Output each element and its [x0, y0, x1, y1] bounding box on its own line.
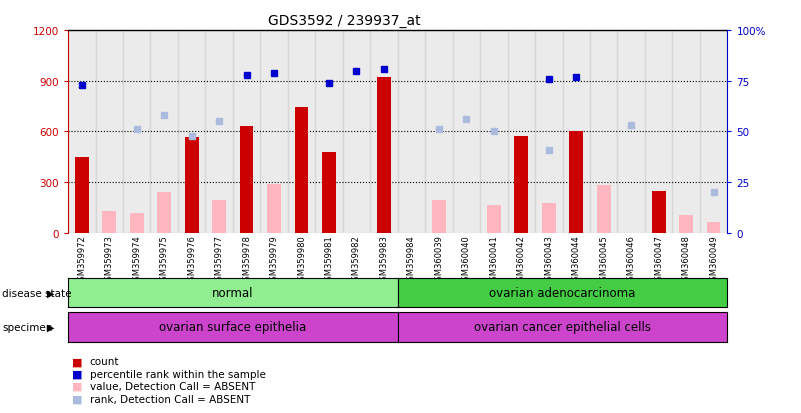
Bar: [212, 200, 226, 233]
Bar: [377, 78, 391, 233]
Bar: [322, 152, 336, 233]
Text: ■: ■: [72, 356, 83, 366]
Bar: [535, 31, 562, 233]
Bar: [514, 136, 528, 233]
Bar: [652, 191, 666, 233]
Text: specimen: specimen: [2, 322, 53, 332]
Bar: [95, 31, 123, 233]
Bar: [178, 31, 205, 233]
Bar: [157, 193, 171, 233]
Text: GDS3592 / 239937_at: GDS3592 / 239937_at: [268, 14, 421, 28]
Bar: [130, 213, 143, 233]
Bar: [68, 31, 95, 233]
Text: ■: ■: [72, 381, 83, 391]
Bar: [268, 185, 281, 233]
Bar: [597, 185, 610, 233]
Bar: [343, 31, 370, 233]
Bar: [508, 31, 535, 233]
Bar: [370, 31, 397, 233]
Bar: [239, 127, 253, 233]
Text: ■: ■: [72, 369, 83, 379]
Bar: [590, 31, 618, 233]
Bar: [316, 31, 343, 233]
Bar: [295, 108, 308, 233]
Bar: [397, 31, 425, 233]
Bar: [288, 31, 316, 233]
Bar: [233, 31, 260, 233]
Bar: [103, 211, 116, 233]
Bar: [570, 132, 583, 233]
Bar: [75, 157, 89, 233]
Bar: [542, 204, 556, 233]
Text: ▶: ▶: [46, 322, 54, 332]
Text: ovarian cancer epithelial cells: ovarian cancer epithelial cells: [474, 320, 651, 334]
Text: ■: ■: [72, 394, 83, 404]
Bar: [432, 200, 446, 233]
Bar: [185, 138, 199, 233]
Bar: [151, 31, 178, 233]
Bar: [618, 31, 645, 233]
Text: ovarian surface epithelia: ovarian surface epithelia: [159, 320, 307, 334]
Bar: [480, 31, 508, 233]
Text: percentile rank within the sample: percentile rank within the sample: [90, 369, 266, 379]
Text: ovarian adenocarcinoma: ovarian adenocarcinoma: [489, 286, 636, 299]
Text: count: count: [90, 356, 119, 366]
Bar: [679, 216, 693, 233]
Bar: [645, 31, 672, 233]
Bar: [453, 31, 480, 233]
Bar: [260, 31, 288, 233]
Bar: [672, 31, 700, 233]
Text: value, Detection Call = ABSENT: value, Detection Call = ABSENT: [90, 381, 255, 391]
Text: normal: normal: [212, 286, 254, 299]
Bar: [487, 206, 501, 233]
Text: rank, Detection Call = ABSENT: rank, Detection Call = ABSENT: [90, 394, 250, 404]
Bar: [425, 31, 453, 233]
Text: disease state: disease state: [2, 288, 72, 298]
Bar: [205, 31, 233, 233]
Bar: [700, 31, 727, 233]
Bar: [562, 31, 590, 233]
Bar: [123, 31, 151, 233]
Text: ▶: ▶: [46, 288, 54, 298]
Bar: [706, 222, 720, 233]
